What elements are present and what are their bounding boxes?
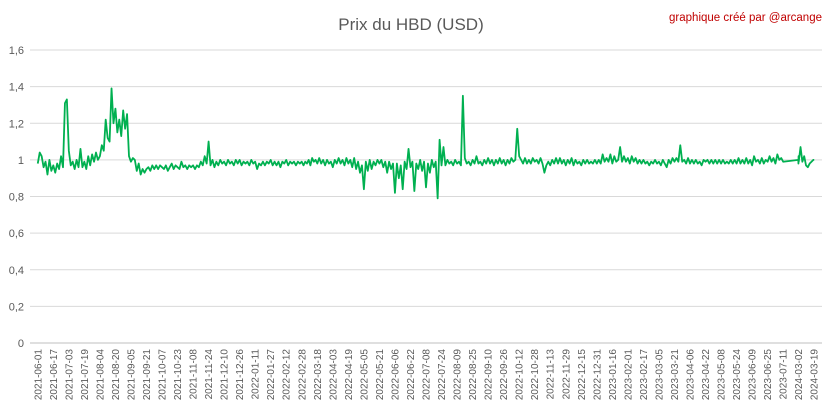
y-tick-label: 1,2 [9, 118, 24, 130]
y-tick-label: 1,6 [9, 45, 24, 57]
x-tick-label: 2021-10-07 [158, 349, 169, 401]
x-tick-label: 2022-08-25 [468, 349, 479, 401]
x-tick-label: 2022-12-15 [577, 349, 588, 401]
y-axis-ticks: 0 0,2 0,4 0,6 0,8 1 1,2 1,4 1,6 [9, 45, 24, 350]
x-tick-label: 2022-08-09 [453, 349, 464, 401]
x-tick-label: 2021-09-21 [142, 349, 153, 401]
x-tick-label: 2024-03-19 [810, 349, 821, 401]
x-tick-label: 2021-12-10 [220, 349, 231, 401]
series-layer [36, 87, 815, 200]
x-tick-label: 2023-02-17 [639, 349, 650, 401]
x-tick-label: 2022-06-22 [406, 349, 417, 401]
x-tick-label: 2023-01-16 [608, 349, 619, 401]
x-tick-label: 2023-04-22 [701, 349, 712, 401]
x-tick-label: 2021-08-20 [111, 349, 122, 401]
x-tick-label: 2021-07-19 [80, 349, 91, 401]
x-tick-label: 2022-09-26 [499, 349, 510, 401]
x-tick-label: 2023-06-09 [748, 349, 759, 401]
x-tick-label: 2022-07-24 [437, 349, 448, 401]
chart-credit: graphique créé par @arcange [669, 12, 822, 24]
y-tick-label: 0,2 [9, 301, 24, 313]
x-tick-label: 2021-11-24 [204, 349, 215, 400]
y-tick-label: 0,6 [9, 228, 24, 240]
x-tick-label: 2022-06-06 [390, 349, 401, 401]
y-tick-label: 1,4 [9, 82, 24, 94]
y-tick-label: 0,4 [9, 265, 24, 277]
x-tick-label: 2022-10-12 [515, 349, 526, 401]
x-tick-label: 2021-12-26 [235, 349, 246, 401]
x-tick-label: 2022-02-28 [297, 349, 308, 401]
x-tick-label: 2023-06-25 [763, 349, 774, 401]
x-tick-label: 2023-03-21 [670, 349, 681, 401]
x-tick-label: 2023-04-06 [686, 349, 697, 401]
x-tick-label: 2021-09-05 [126, 349, 137, 401]
series-line [36, 87, 815, 200]
x-tick-label: 2021-10-23 [173, 349, 184, 401]
x-tick-label: 2022-11-29 [561, 349, 572, 400]
x-tick-label: 2023-05-24 [732, 349, 743, 401]
x-tick-label: 2022-05-05 [359, 349, 370, 401]
x-tick-label: 2022-01-27 [266, 349, 277, 401]
x-tick-label: 2021-11-08 [189, 349, 200, 400]
x-tick-label: 2022-05-21 [375, 349, 386, 401]
x-tick-label: 2022-11-13 [546, 349, 557, 400]
x-tick-label: 2022-01-11 [251, 349, 262, 400]
x-tick-label: 2022-12-31 [592, 349, 603, 401]
x-tick-label: 2022-07-08 [422, 349, 433, 401]
chart-title: Prix du HBD (USD) [338, 15, 483, 34]
x-tick-label: 2023-07-11 [779, 349, 790, 400]
x-tick-label: 2024-03-02 [794, 349, 805, 401]
x-axis-ticks: 2021-06-01 2021-06-17 2021-07-03 2021-07-19… [33, 349, 820, 401]
x-tick-label: 2021-06-17 [49, 349, 60, 401]
x-tick-label: 2021-07-03 [64, 349, 75, 401]
y-tick-label: 0,8 [9, 192, 24, 204]
y-tick-label: 1 [18, 155, 24, 167]
x-tick-label: 2022-10-28 [530, 349, 541, 401]
x-tick-label: 2023-03-05 [654, 349, 665, 401]
x-tick-label: 2022-03-18 [313, 349, 324, 401]
y-tick-label: 0 [18, 338, 24, 350]
x-tick-label: 2023-02-01 [623, 349, 634, 401]
x-tick-label: 2022-02-12 [282, 349, 293, 401]
x-tick-label: 2022-04-03 [328, 349, 339, 401]
x-tick-label: 2023-05-08 [717, 349, 728, 401]
x-tick-label: 2021-08-04 [95, 349, 106, 401]
x-tick-label: 2022-09-10 [484, 349, 495, 401]
gridlines [30, 49, 822, 344]
x-tick-label: 2021-06-01 [33, 349, 44, 401]
x-tick-label: 2022-04-19 [344, 349, 355, 401]
